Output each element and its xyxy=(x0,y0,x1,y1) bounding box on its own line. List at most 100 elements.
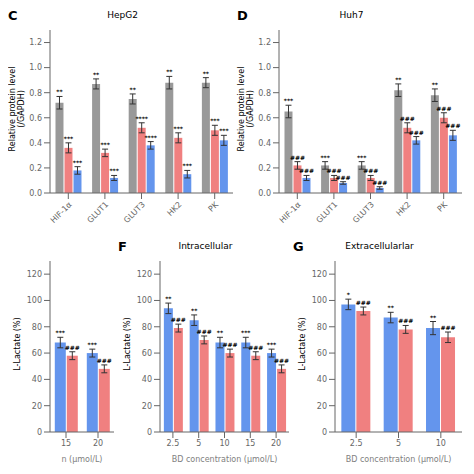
svg-text:###: ### xyxy=(363,167,378,174)
svg-text:HK2: HK2 xyxy=(395,200,413,218)
svg-text:###: ### xyxy=(97,357,112,364)
svg-text:GLUT1: GLUT1 xyxy=(315,200,340,225)
svg-text:***: *** xyxy=(320,154,330,161)
svg-text:80: 80 xyxy=(142,323,152,332)
svg-text:0: 0 xyxy=(37,428,42,437)
svg-text:5: 5 xyxy=(396,439,401,448)
svg-text:15: 15 xyxy=(61,439,71,448)
svg-text:120: 120 xyxy=(27,270,42,279)
svg-text:**: ** xyxy=(130,86,137,93)
svg-text:0.6: 0.6 xyxy=(258,114,271,123)
svg-text:**: ** xyxy=(203,70,210,77)
svg-text:2.5: 2.5 xyxy=(167,439,180,448)
svg-text:###: ### xyxy=(400,115,415,122)
svg-text:HK2: HK2 xyxy=(166,200,184,218)
svg-text:****: **** xyxy=(135,115,148,122)
svg-text:***: *** xyxy=(267,341,277,348)
svg-text:1.0: 1.0 xyxy=(258,63,271,72)
svg-text:100: 100 xyxy=(312,296,327,305)
svg-text:120: 120 xyxy=(137,270,152,279)
svg-text:120: 120 xyxy=(312,270,327,279)
svg-text:10: 10 xyxy=(436,439,446,448)
svg-text:**: ** xyxy=(395,76,402,83)
svg-text:###: ### xyxy=(171,316,186,323)
svg-text:5: 5 xyxy=(196,439,201,448)
svg-text:***: *** xyxy=(100,141,110,148)
svg-text:10: 10 xyxy=(219,439,229,448)
svg-text:**: ** xyxy=(56,88,63,95)
svg-text:0.8: 0.8 xyxy=(29,89,42,98)
svg-text:**: ** xyxy=(165,295,172,302)
svg-text:40: 40 xyxy=(142,375,152,384)
svg-text:HIF-1α: HIF-1α xyxy=(49,200,74,225)
svg-text:###: ### xyxy=(222,341,237,348)
svg-text:20: 20 xyxy=(142,402,152,411)
svg-text:0: 0 xyxy=(147,428,152,437)
svg-text:***: *** xyxy=(56,329,66,336)
svg-text:###: ### xyxy=(409,129,424,136)
svg-text:###: ### xyxy=(336,174,351,181)
svg-text:40: 40 xyxy=(317,375,327,384)
svg-text:2.5: 2.5 xyxy=(350,439,363,448)
svg-text:**: ** xyxy=(432,81,439,88)
svg-text:0.6: 0.6 xyxy=(29,114,42,123)
svg-text:###: ### xyxy=(436,105,451,112)
svg-text:60: 60 xyxy=(32,349,42,358)
svg-text:***: *** xyxy=(183,162,193,169)
svg-text:###: ### xyxy=(248,344,263,351)
svg-text:HIF-1α: HIF-1α xyxy=(278,200,303,225)
svg-text:**: ** xyxy=(430,314,437,321)
svg-text:***: *** xyxy=(241,329,251,336)
svg-text:0.8: 0.8 xyxy=(258,89,271,98)
svg-text:100: 100 xyxy=(137,296,152,305)
svg-text:###: ### xyxy=(372,179,387,186)
svg-text:GLUT3: GLUT3 xyxy=(351,200,376,225)
svg-text:###: ### xyxy=(299,167,314,174)
svg-text:1.2: 1.2 xyxy=(29,38,42,47)
svg-text:***: *** xyxy=(284,97,294,104)
svg-text:0.2: 0.2 xyxy=(258,164,271,173)
svg-text:GLUT3: GLUT3 xyxy=(122,200,147,225)
svg-text:***: *** xyxy=(88,341,98,348)
svg-text:****: **** xyxy=(144,134,157,141)
svg-text:20: 20 xyxy=(317,402,327,411)
svg-text:n (μmol/L): n (μmol/L) xyxy=(61,455,102,464)
svg-text:20: 20 xyxy=(271,439,281,448)
svg-text:***: *** xyxy=(64,135,74,142)
svg-text:0.2: 0.2 xyxy=(29,164,42,173)
svg-text:***: *** xyxy=(109,167,119,174)
svg-text:***: *** xyxy=(210,117,220,124)
svg-text:***: *** xyxy=(174,125,184,132)
svg-text:###: ### xyxy=(65,344,80,351)
svg-text:80: 80 xyxy=(32,323,42,332)
svg-text:20: 20 xyxy=(93,439,103,448)
svg-text:***: *** xyxy=(73,159,83,166)
svg-text:60: 60 xyxy=(142,349,152,358)
svg-text:0.0: 0.0 xyxy=(258,189,271,198)
svg-text:GLUT1: GLUT1 xyxy=(86,200,111,225)
svg-text:1.2: 1.2 xyxy=(258,38,271,47)
svg-text:0: 0 xyxy=(322,428,327,437)
svg-text:60: 60 xyxy=(317,349,327,358)
svg-text:*: * xyxy=(347,291,351,298)
svg-text:40: 40 xyxy=(32,375,42,384)
svg-text:###: ### xyxy=(445,122,460,129)
svg-text:PK: PK xyxy=(436,200,450,214)
svg-text:BD concentration (μmol/L): BD concentration (μmol/L) xyxy=(172,455,278,464)
svg-text:15: 15 xyxy=(245,439,255,448)
svg-text:0.0: 0.0 xyxy=(29,189,42,198)
svg-text:***: *** xyxy=(219,127,229,134)
svg-text:100: 100 xyxy=(27,296,42,305)
svg-text:**: ** xyxy=(166,68,173,75)
svg-text:**: ** xyxy=(93,71,100,78)
svg-text:###: ### xyxy=(440,324,455,331)
svg-text:20: 20 xyxy=(32,402,42,411)
svg-text:###: ### xyxy=(356,299,371,306)
svg-text:###: ### xyxy=(274,357,289,364)
svg-text:BD concentration (μmol/L): BD concentration (μmol/L) xyxy=(346,455,452,464)
svg-text:1.0: 1.0 xyxy=(29,63,42,72)
svg-text:###: ### xyxy=(197,328,212,335)
svg-text:***: *** xyxy=(357,154,367,161)
svg-text:80: 80 xyxy=(317,323,327,332)
svg-text:**: ** xyxy=(217,329,224,336)
